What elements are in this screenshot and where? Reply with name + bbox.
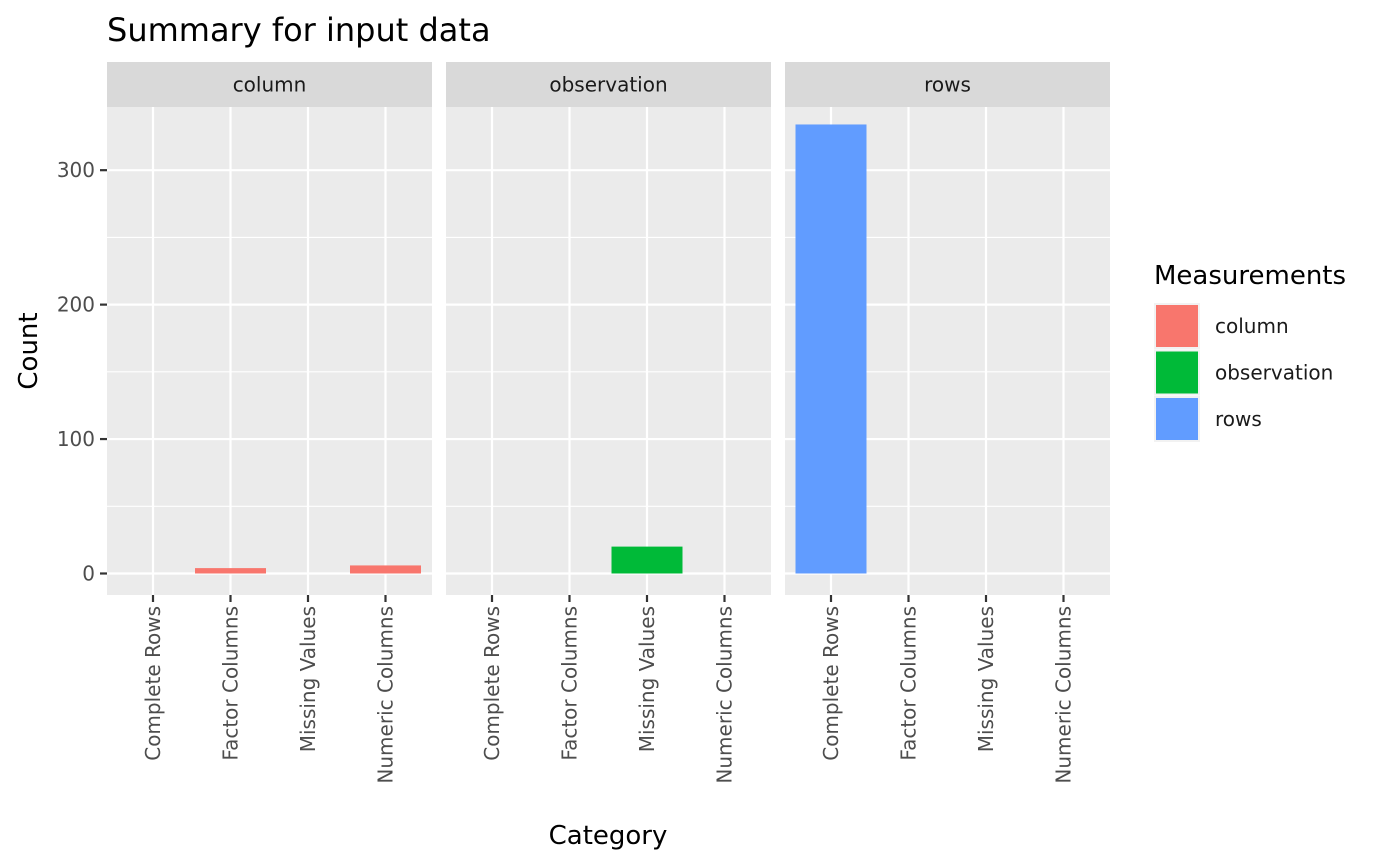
x-tick-label: Factor Columns <box>558 606 582 761</box>
x-tick-label: Missing Values <box>635 606 659 752</box>
x-tick-label: Missing Values <box>974 606 998 752</box>
facet-strip-column <box>107 62 432 107</box>
facet-strip-label: column <box>233 73 307 97</box>
x-tick-label: Missing Values <box>296 606 320 752</box>
chart-title: Summary for input data <box>107 11 491 49</box>
legend-swatch-observation <box>1156 351 1198 394</box>
bar-rows-0 <box>795 124 867 574</box>
facet-strip-label: observation <box>549 73 667 97</box>
panel-background-column <box>107 107 432 595</box>
y-tick-label: 300 <box>57 158 95 182</box>
y-tick-label: 200 <box>57 293 95 317</box>
y-tick-label: 100 <box>57 427 95 451</box>
bar-column-1 <box>195 568 266 574</box>
x-tick-label: Complete Rows <box>819 606 843 761</box>
bar-observation-2 <box>611 546 683 574</box>
x-axis-title: Category <box>549 821 668 851</box>
y-tick-label: 0 <box>82 561 95 585</box>
x-tick-label: Numeric Columns <box>1052 606 1076 784</box>
legend-label: column <box>1215 314 1289 338</box>
y-axis-title: Count <box>14 312 44 389</box>
facet-strip-observation <box>446 62 771 107</box>
legend-label: observation <box>1215 361 1333 385</box>
legend-label: rows <box>1215 407 1262 431</box>
x-tick-label: Numeric Columns <box>374 606 398 784</box>
x-tick-label: Numeric Columns <box>713 606 737 784</box>
facet-strip-rows <box>785 62 1110 107</box>
facet-strip-label: rows <box>924 73 971 97</box>
legend-swatch-column <box>1156 305 1198 347</box>
legend-title: Measurements <box>1154 261 1346 291</box>
x-tick-label: Factor Columns <box>219 606 243 761</box>
x-tick-label: Complete Rows <box>141 606 165 761</box>
bar-column-3 <box>350 565 421 574</box>
panel-background-observation <box>446 107 771 595</box>
x-tick-label: Complete Rows <box>480 606 504 761</box>
x-tick-label: Factor Columns <box>897 606 921 761</box>
legend-swatch-rows <box>1156 398 1198 440</box>
